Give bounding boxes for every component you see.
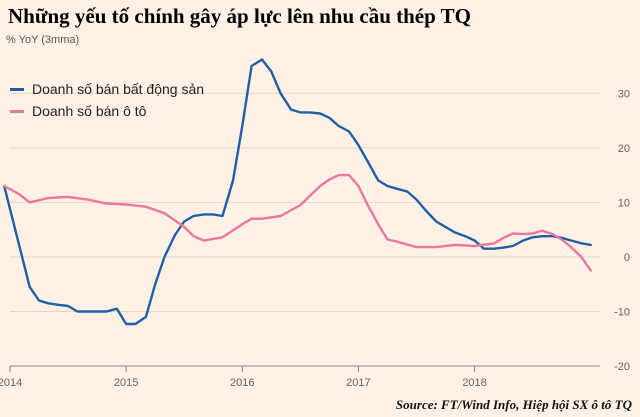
y-unit-label: % YoY (3mma): [6, 34, 80, 46]
legend: Doanh số bán bất động sản Doanh số bán ô…: [10, 78, 204, 122]
x-tick-label: 2017: [346, 377, 370, 389]
series-lines: [3, 58, 592, 326]
y-tick-label: 20: [618, 143, 630, 155]
legend-swatch-property: [10, 87, 24, 91]
y-tick-label: 0: [624, 252, 630, 264]
y-tick-label: -20: [614, 361, 630, 373]
chart-title: Những yếu tố chính gây áp lực lên nhu cầ…: [8, 4, 472, 28]
legend-item-auto: Doanh số bán ô tô: [10, 100, 204, 122]
x-tick-label: 2015: [114, 377, 138, 389]
legend-item-property: Doanh số bán bất động sản: [10, 78, 204, 100]
y-tick-label: -10: [614, 306, 630, 318]
y-tick-label: 30: [618, 88, 630, 100]
series-line-auto: [3, 173, 592, 272]
series-line-property: [3, 58, 592, 326]
x-tick-label: 2016: [230, 377, 254, 389]
x-tick-label: 2014: [0, 377, 22, 389]
x-tick-labels: 2014 2015 2016 2017 2018: [0, 377, 487, 389]
legend-label-property: Doanh số bán bất động sản: [32, 81, 205, 97]
legend-label-auto: Doanh số bán ô tô: [32, 103, 147, 119]
legend-swatch-auto: [10, 109, 24, 113]
x-axis: [9, 365, 600, 372]
y-tick-labels: 30 20 10 0 -10 -20: [614, 88, 630, 373]
grid-lines: [10, 92, 600, 367]
y-tick-label: 10: [618, 197, 630, 209]
source-note: Source: FT/Wind Info, Hiệp hội SX ô tô T…: [395, 397, 632, 412]
x-tick-label: 2018: [462, 377, 486, 389]
